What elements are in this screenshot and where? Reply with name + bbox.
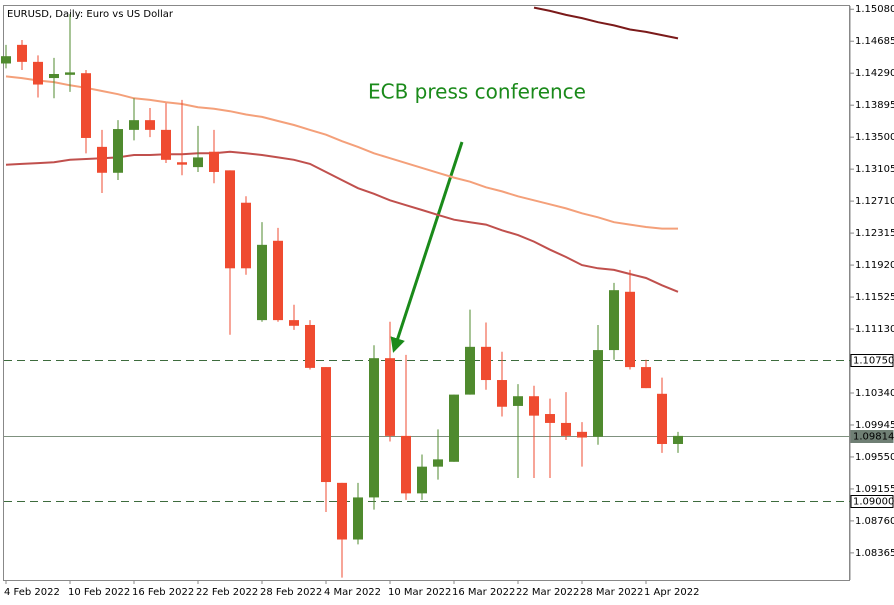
y-tick-label: 1.12315 bbox=[855, 228, 894, 239]
candle-body bbox=[625, 291, 635, 368]
chart-title: EURUSD, Daily: Euro vs US Dollar bbox=[7, 9, 174, 20]
x-tick-label: 4 Mar 2022 bbox=[324, 587, 381, 598]
candle-body bbox=[97, 146, 107, 173]
y-tick-label: 1.08760 bbox=[855, 516, 894, 527]
candle-body bbox=[337, 482, 347, 540]
candle-body bbox=[129, 120, 139, 130]
y-tick-label: 1.09550 bbox=[855, 452, 894, 463]
candle-body bbox=[289, 320, 299, 326]
y-tick-label: 1.13105 bbox=[855, 164, 894, 175]
x-tick-label: 10 Feb 2022 bbox=[68, 587, 130, 598]
x-tick-label: 22 Feb 2022 bbox=[196, 587, 258, 598]
y-tick-label: 1.13500 bbox=[855, 132, 894, 143]
candle-body bbox=[641, 367, 651, 389]
candle-body bbox=[673, 435, 683, 444]
candle-body bbox=[513, 396, 523, 406]
candle-body bbox=[433, 459, 443, 467]
y-tick-label: 1.12710 bbox=[855, 196, 894, 207]
y-tick-label: 1.10340 bbox=[855, 388, 894, 399]
x-tick-label: 1 Apr 2022 bbox=[644, 587, 699, 598]
candle-body bbox=[33, 61, 43, 85]
candle-body bbox=[529, 396, 539, 416]
annotation: ECB press conference bbox=[368, 80, 586, 104]
y-tick-label: 1.13895 bbox=[855, 100, 894, 111]
candle-body bbox=[161, 129, 171, 160]
y-tick-label: 1.14685 bbox=[855, 36, 894, 47]
y-tick-label: 1.08365 bbox=[855, 548, 894, 559]
candle-body bbox=[481, 346, 491, 381]
y-tick-label: 1.11525 bbox=[855, 292, 894, 303]
level-label: 1.10750 bbox=[853, 356, 894, 367]
level-label-box bbox=[850, 495, 894, 508]
x-tick-label: 22 Mar 2022 bbox=[516, 587, 579, 598]
y-tick-label: 1.14290 bbox=[855, 68, 894, 79]
candle-body bbox=[145, 120, 155, 130]
candle-body bbox=[593, 350, 603, 437]
candle-body bbox=[449, 394, 459, 462]
annotation-arrow bbox=[390, 141, 464, 353]
candle-body bbox=[273, 240, 283, 321]
ma-line bbox=[533, 6, 679, 40]
y-tick-label: 1.15080 bbox=[855, 4, 894, 15]
y-tick-label: 1.11920 bbox=[855, 260, 894, 271]
candle-body bbox=[305, 324, 315, 368]
candle-body bbox=[353, 497, 363, 540]
level-label: 1.09814 bbox=[853, 432, 894, 443]
candle-body bbox=[497, 380, 507, 407]
x-tick-label: 28 Feb 2022 bbox=[260, 587, 322, 598]
candle-body bbox=[193, 157, 203, 168]
ma-line bbox=[5, 75, 678, 230]
candle-body bbox=[49, 74, 59, 79]
candle-body bbox=[209, 151, 219, 172]
x-tick-label: 10 Mar 2022 bbox=[388, 587, 451, 598]
candle-body bbox=[17, 44, 27, 62]
candle-body bbox=[561, 422, 571, 436]
candle-body bbox=[465, 346, 475, 395]
y-tick-label: 1.09155 bbox=[855, 484, 894, 495]
y-tick-label: 1.11130 bbox=[855, 324, 894, 335]
candle-body bbox=[113, 129, 123, 173]
x-tick-label: 4 Feb 2022 bbox=[4, 587, 60, 598]
candle-body bbox=[177, 162, 187, 165]
candle-body bbox=[401, 435, 411, 494]
candle-body bbox=[545, 414, 555, 423]
candle-body bbox=[1, 56, 11, 64]
candle-body bbox=[609, 290, 619, 351]
candle-body bbox=[81, 73, 91, 138]
candle-body bbox=[321, 367, 331, 483]
candle-body bbox=[225, 170, 235, 269]
candle-body bbox=[657, 393, 667, 444]
candle-body bbox=[577, 431, 587, 438]
candle-body bbox=[417, 466, 427, 494]
x-tick-label: 28 Mar 2022 bbox=[580, 587, 643, 598]
candle-body bbox=[65, 72, 75, 75]
level-label-box bbox=[850, 430, 894, 443]
candle-body bbox=[257, 244, 267, 321]
level-label-box bbox=[850, 354, 894, 367]
candle-body bbox=[369, 358, 379, 498]
candle-body bbox=[241, 202, 251, 269]
x-tick-label: 16 Feb 2022 bbox=[132, 587, 194, 598]
y-tick-label: 1.09945 bbox=[855, 420, 894, 431]
x-tick-label: 16 Mar 2022 bbox=[452, 587, 515, 598]
candle-body bbox=[385, 358, 395, 436]
level-label: 1.09000 bbox=[853, 497, 894, 508]
